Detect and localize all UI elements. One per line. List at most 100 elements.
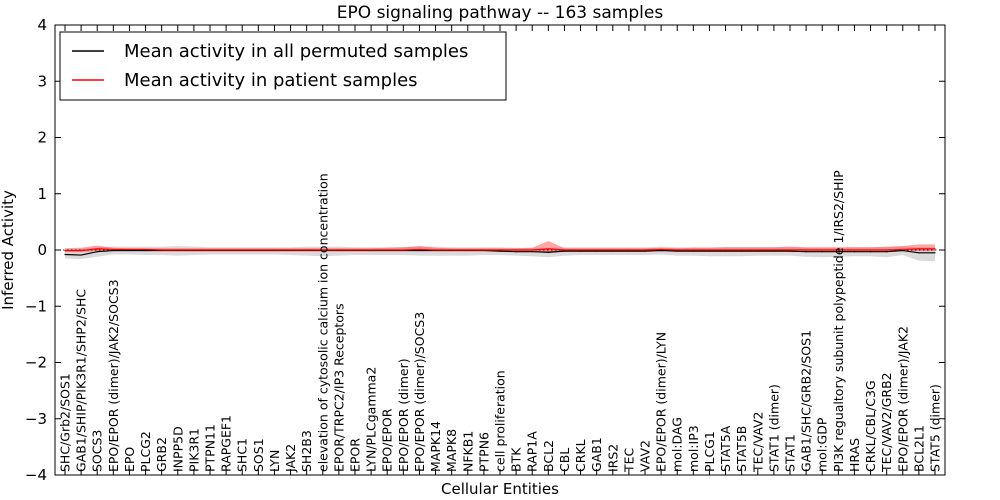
x-tick-label: EPO/EPOR <box>380 408 395 472</box>
series-point <box>418 248 421 251</box>
x-tick-label: IRS2 <box>605 444 620 472</box>
series-point <box>676 249 678 251</box>
legend: Mean activity in all permuted samples Me… <box>59 31 507 101</box>
series-point <box>708 249 711 251</box>
series-point <box>918 252 920 254</box>
x-tick-label: GRB2 <box>154 437 169 472</box>
x-tick-label: EPO <box>122 447 137 472</box>
series-point <box>869 251 872 253</box>
x-tick-label: TEC <box>621 447 636 473</box>
series-point <box>628 250 630 252</box>
x-tick-label: EPO/EPOR (dimer)/SOCS3 <box>412 312 427 472</box>
series-point <box>773 250 775 252</box>
series-point <box>434 249 437 251</box>
series-point <box>338 249 340 251</box>
series-point <box>483 249 485 251</box>
x-tick-label: EPOR/TRPC2/IP3 Receptors <box>331 303 346 472</box>
x-tick-label: LYN <box>267 450 282 472</box>
x-tick-label: JAK2 <box>283 444 298 473</box>
series-point <box>144 249 147 252</box>
series-point <box>692 249 694 251</box>
x-tick-label: elevation of cytosolic calcium ion conce… <box>315 173 330 472</box>
x-tick-label: STAT5B <box>734 426 749 472</box>
y-tick-label: −3 <box>25 410 47 428</box>
series-point <box>708 250 711 252</box>
y-tick-label: −4 <box>25 466 47 484</box>
series-point <box>354 249 356 251</box>
x-tick-label: MAPK8 <box>444 429 459 472</box>
series-point <box>676 250 678 252</box>
x-tick-label: RAP1A <box>525 431 540 472</box>
series-point <box>177 249 179 251</box>
series-point <box>789 249 791 251</box>
series-point <box>886 249 888 251</box>
series-point <box>644 250 646 252</box>
x-tick-label: PIK3R1 <box>186 428 201 472</box>
series-point <box>563 249 566 251</box>
series-point <box>531 251 533 253</box>
series-point <box>612 250 614 252</box>
series-point <box>273 249 276 251</box>
x-tick-label: STAT1 (dimer) <box>766 384 781 472</box>
series-point <box>724 250 727 252</box>
series-point <box>741 250 743 252</box>
series-point <box>757 249 759 251</box>
x-tick-label: SHC1 <box>235 438 250 472</box>
x-tick-label: EPO/EPOR (dimer)/JAK2 <box>895 326 910 472</box>
x-tick-label: NFKB1 <box>460 431 475 472</box>
x-tick-label: PLCG2 <box>138 431 153 472</box>
x-tick-label: STAT1 <box>783 434 798 472</box>
series-point <box>934 248 936 250</box>
series-point <box>467 249 469 251</box>
x-tick-label: SOCS3 <box>90 430 105 472</box>
series-point <box>853 249 856 251</box>
chart-title: EPO signaling pathway -- 163 samples <box>337 3 664 23</box>
x-tick-label: PTPN11 <box>203 424 218 472</box>
series-point <box>418 249 421 252</box>
series-point <box>837 251 839 253</box>
y-tick-label: 3 <box>37 72 47 90</box>
series-point <box>386 249 388 251</box>
series-point <box>821 251 823 253</box>
x-tick-label: LYN/PLCgamma2 <box>364 367 379 472</box>
series-point <box>161 249 163 251</box>
series-point <box>918 248 920 250</box>
y-tick-label: 0 <box>37 241 47 259</box>
x-tick-label: BCL2L1 <box>911 425 926 472</box>
series-point <box>515 251 517 253</box>
y-axis-title: Inferred Activity <box>0 190 17 310</box>
legend-label-patient: Mean activity in patient samples <box>124 70 418 91</box>
series-point <box>289 249 292 251</box>
legend-box <box>59 31 507 101</box>
x-tick-label: mol:IP3 <box>686 425 701 472</box>
series-point <box>741 249 743 251</box>
legend-label-permuted: Mean activity in all permuted samples <box>124 41 468 62</box>
x-tick-label: PLCG1 <box>702 431 717 472</box>
series-point <box>370 249 372 251</box>
series-point <box>547 251 549 253</box>
x-tick-label: SH2B3 <box>299 430 314 472</box>
series-point <box>515 249 517 251</box>
x-tick-label: CBL <box>557 448 572 472</box>
x-tick-label: TEC/VAV2/GRB2 <box>879 372 894 473</box>
series-point <box>96 251 98 253</box>
series-point <box>531 249 533 251</box>
series-point <box>724 249 727 251</box>
x-tick-label: HRAS <box>847 438 862 472</box>
series-point <box>128 249 131 252</box>
series-point <box>64 253 66 256</box>
x-tick-label: PI3K regualtory subunit polypeptide 1/IR… <box>831 170 846 472</box>
series-point <box>80 249 82 252</box>
x-tick-label: GAB1/SHIP/PIK3R1/SHP2/SHC <box>74 289 89 472</box>
x-tick-label: BCL2 <box>541 440 556 472</box>
x-tick-label: MAPK14 <box>428 421 443 472</box>
series-point <box>451 249 453 251</box>
x-tick-label: EPO/EPOR (dimer)/LYN <box>654 332 669 472</box>
x-tick-label: GAB1 <box>589 437 604 472</box>
series-point <box>612 249 614 251</box>
series-point <box>869 249 872 251</box>
series-point <box>80 254 82 256</box>
series-point <box>773 249 775 251</box>
x-tick-label: VAV2 <box>638 440 653 472</box>
